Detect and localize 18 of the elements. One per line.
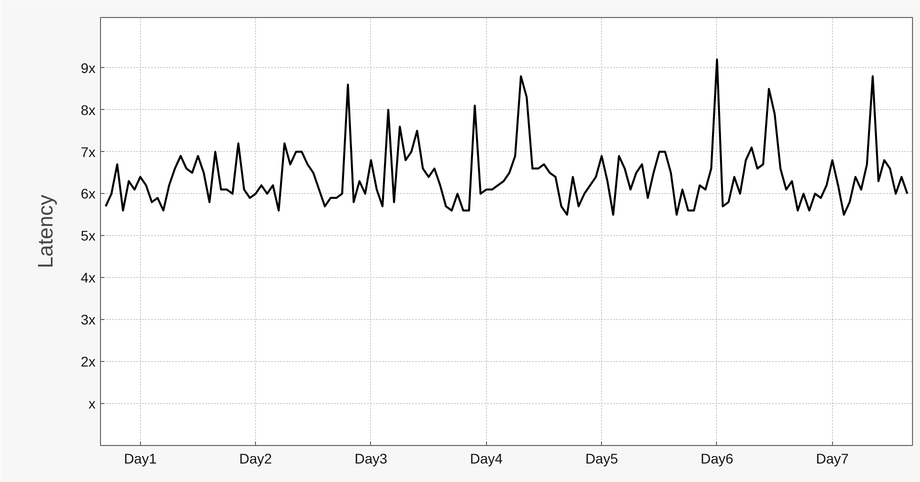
y-tick-label: 2x: [80, 354, 96, 370]
x-tick-label: Day5: [585, 450, 618, 466]
y-tick-label: 4x: [80, 270, 96, 286]
x-tick-label: Day3: [354, 450, 388, 466]
y-tick-label: x: [88, 396, 96, 412]
y-tick-label: 8x: [80, 102, 96, 118]
y-tick-label: 5x: [80, 228, 96, 244]
x-tick-label: Day1: [124, 450, 157, 466]
y-tick-label: 9x: [80, 60, 96, 76]
y-tick-label: 3x: [80, 312, 96, 328]
x-tick-label: Day6: [700, 450, 734, 466]
x-tick-label: Day7: [816, 450, 849, 466]
x-tick-label: Day4: [470, 450, 503, 466]
y-tick-label: 7x: [80, 144, 96, 160]
y-axis-title: Latency: [34, 194, 58, 268]
x-tick-label: Day2: [239, 450, 272, 466]
y-tick-label: 6x: [80, 186, 96, 202]
line-series: [104, 58, 908, 216]
